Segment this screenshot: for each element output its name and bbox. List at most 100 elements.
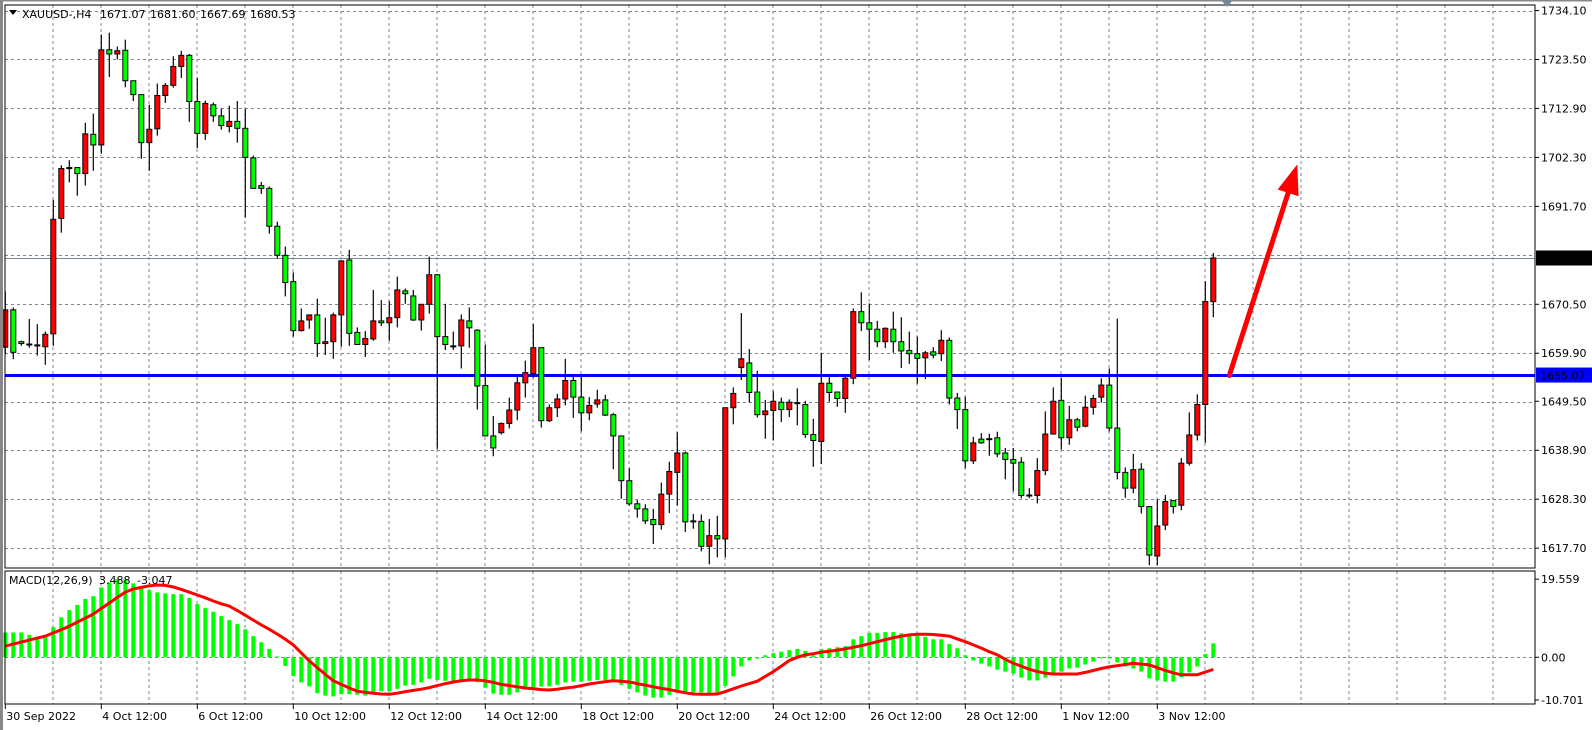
- candle-body: [1082, 406, 1089, 427]
- candle-body: [10, 309, 17, 353]
- price-tick-label: 1649.50: [1541, 395, 1587, 408]
- candle: [1026, 488, 1033, 499]
- macd-histogram-bar: [947, 644, 952, 658]
- candle: [58, 165, 65, 233]
- macd-histogram-bar: [67, 610, 72, 658]
- candle: [386, 301, 393, 341]
- macd-histogram-bar: [1179, 657, 1184, 678]
- candle: [858, 292, 865, 332]
- red-arrow-annotation[interactable]: [1226, 164, 1299, 379]
- candle: [882, 327, 889, 349]
- candle-body: [234, 120, 241, 129]
- price-tick-label: 1691.70: [1541, 200, 1587, 213]
- candle: [394, 276, 401, 328]
- candle-body: [402, 290, 409, 295]
- candle: [82, 122, 89, 186]
- time-tick-label: 18 Oct 12:00: [582, 710, 654, 723]
- candle-body: [986, 438, 993, 441]
- candle-body: [994, 437, 1001, 455]
- candle: [410, 289, 417, 321]
- candle: [1074, 417, 1081, 432]
- candle-body: [842, 377, 849, 399]
- macd-histogram-bar: [611, 657, 616, 681]
- macd-histogram-bar: [155, 592, 160, 658]
- candle-body: [946, 339, 953, 399]
- macd-histogram-bar: [1059, 657, 1064, 672]
- candle: [1162, 495, 1169, 531]
- arrow-head-icon[interactable]: [1277, 164, 1299, 197]
- triangle-down-icon[interactable]: [9, 10, 17, 15]
- candle: [138, 94, 145, 159]
- candle: [202, 100, 209, 140]
- candle: [802, 400, 809, 438]
- candle-body: [674, 452, 681, 473]
- macd-histogram-bar: [91, 596, 96, 658]
- candle-body: [586, 404, 593, 414]
- candle: [914, 336, 921, 384]
- candle-body: [650, 519, 657, 526]
- candle-body: [690, 520, 697, 523]
- candle: [498, 422, 505, 435]
- macd-histogram-bar: [555, 657, 560, 685]
- candle-body: [1026, 494, 1033, 497]
- macd-histogram-bar: [1011, 657, 1016, 674]
- macd-histogram-bar: [571, 657, 576, 682]
- macd-signal-line-path: [4, 583, 1214, 696]
- candle-body: [738, 358, 745, 369]
- candle-body: [154, 95, 161, 130]
- candle: [314, 298, 321, 357]
- candle: [242, 108, 249, 218]
- candle: [650, 508, 657, 544]
- macd-histogram-bar: [995, 657, 1000, 670]
- macd-histogram-bar: [939, 639, 944, 658]
- candle: [946, 337, 953, 405]
- candle: [282, 246, 289, 297]
- candle: [722, 407, 729, 558]
- candle: [954, 392, 961, 429]
- price-axis[interactable]: 1734.10 1723.50 1712.90 1702.30 1691.70 1670.…: [1535, 5, 1592, 556]
- macd-histogram-bar: [499, 657, 504, 695]
- candle: [458, 314, 465, 369]
- candle-body: [1090, 397, 1097, 408]
- macd-histogram-bar: [227, 620, 232, 658]
- candle-body: [930, 351, 937, 356]
- candle-body: [1106, 384, 1113, 429]
- candle-body: [890, 328, 897, 343]
- macd-histogram-bar: [723, 657, 728, 687]
- candlesticks: [2, 32, 1217, 566]
- macd-histogram-bar: [443, 657, 448, 681]
- candle: [1082, 395, 1089, 428]
- candle: [298, 308, 305, 332]
- candle-body: [202, 102, 209, 134]
- candle-body: [746, 362, 753, 393]
- chart-shift-marker-icon[interactable]: [1221, 0, 1233, 7]
- candle-body: [1146, 506, 1153, 556]
- level-price-badge: [1536, 367, 1592, 383]
- candle-body: [730, 392, 737, 409]
- candle: [570, 375, 577, 418]
- chart-header: XAUUSD-,H4 1671.07 1681.60 1667.69 1680.…: [9, 8, 296, 21]
- candle: [730, 387, 737, 425]
- ohlc-high: 1681.60: [150, 8, 196, 21]
- candle-body: [922, 352, 929, 359]
- macd-histogram-bar: [507, 657, 512, 695]
- candle-body: [138, 94, 145, 144]
- macd-histogram-bar: [475, 657, 480, 683]
- candle-body: [1154, 525, 1161, 557]
- arrow-shaft[interactable]: [1226, 190, 1291, 379]
- macd-histogram-bar: [251, 636, 256, 658]
- candle-body: [34, 344, 41, 347]
- candle-body: [490, 435, 497, 449]
- candle: [890, 311, 897, 353]
- time-axis[interactable]: 30 Sep 2022 4 Oct 12:00 6 Oct 12:00 10 Oct …: [4, 704, 1225, 723]
- candle-body: [1010, 458, 1017, 464]
- macd-histogram-bar: [515, 657, 520, 693]
- time-tick-label: 14 Oct 12:00: [486, 710, 558, 723]
- candle-body: [602, 399, 609, 416]
- candle-body: [426, 274, 433, 305]
- macd-histogram-bar: [739, 657, 744, 667]
- macd-histogram-bar: [635, 657, 640, 693]
- candle-body: [274, 225, 281, 256]
